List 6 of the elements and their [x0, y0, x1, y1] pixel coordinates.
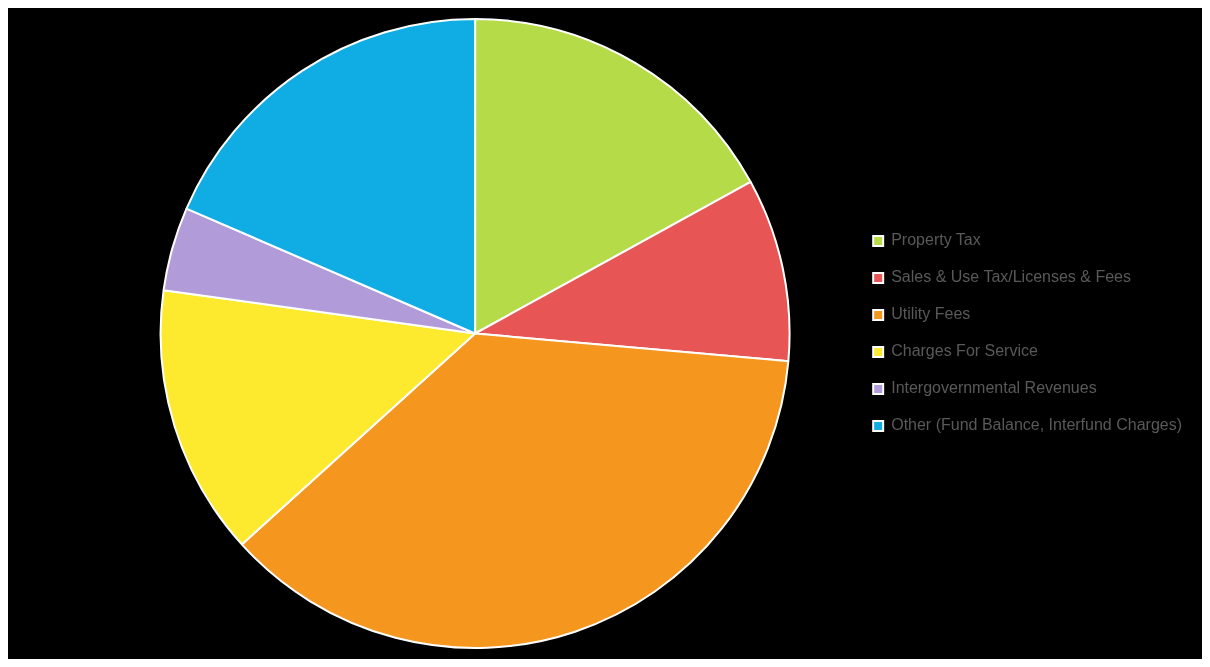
legend-label: Utility Fees	[891, 305, 971, 323]
legend-label: Other (Fund Balance, Interfund Charges)	[891, 416, 1183, 434]
legend-label: Sales & Use Tax/Licenses & Fees	[891, 268, 1132, 286]
legend-label: Property Tax	[891, 231, 981, 249]
legend-label: Intergovernmental Revenues	[891, 379, 1097, 397]
legend-label: Charges For Service	[891, 342, 1038, 360]
